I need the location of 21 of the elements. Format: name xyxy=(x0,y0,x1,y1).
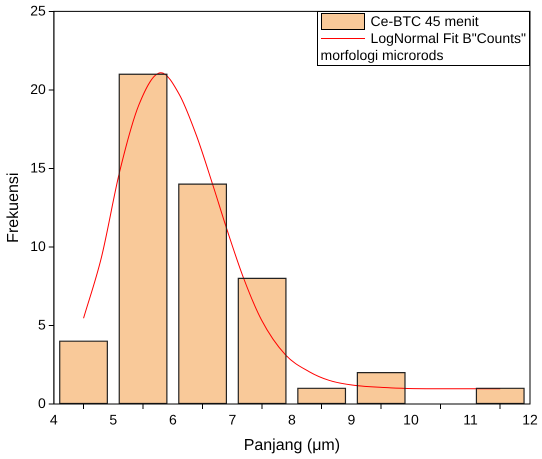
y-tick-label: 25 xyxy=(30,2,46,18)
x-tick-label: 9 xyxy=(348,411,356,428)
y-tick-label: 5 xyxy=(38,316,46,332)
x-tick-label: 7 xyxy=(228,411,236,428)
x-axis-title: Panjang (μm) xyxy=(244,436,340,454)
x-tick-label: 4 xyxy=(50,411,58,428)
x-tick-label: 10 xyxy=(403,411,419,428)
x-tick-label: 6 xyxy=(168,411,177,428)
line-series xyxy=(83,72,501,390)
x-tick-label: 11 xyxy=(463,411,478,428)
y-tick-label: 20 xyxy=(30,80,46,97)
legend-label: Ce-BTC 45 menit xyxy=(370,13,479,30)
y-tick-label: 15 xyxy=(30,159,46,176)
y-tick-label: 10 xyxy=(30,238,46,254)
y-axis-title: Frekuensi xyxy=(5,172,22,243)
x-tick-label: 12 xyxy=(522,411,538,428)
legend-label: LogNormal Fit B"Counts" xyxy=(370,30,526,48)
x-tick-label: 8 xyxy=(288,411,296,428)
x-tick-label: 5 xyxy=(109,411,118,428)
y-tick-label: 0 xyxy=(38,394,46,411)
legend-title: morfologi microrods xyxy=(320,47,444,64)
